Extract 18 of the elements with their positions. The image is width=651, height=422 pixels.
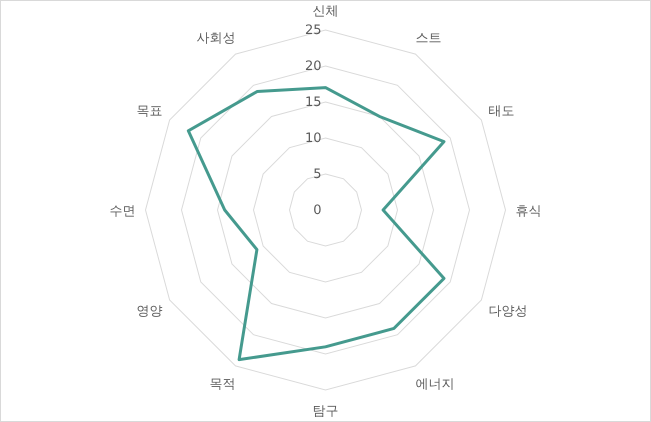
spoke-label: 탐구 (312, 404, 338, 419)
spoke-label: 신체 (312, 4, 338, 19)
spoke-label: 휴식 (516, 204, 542, 219)
spoke-label: 목표 (136, 104, 162, 119)
spoke-label: 사회성 (196, 30, 236, 46)
spoke-label: 태도 (488, 104, 515, 119)
y-tick-label: 0 (313, 203, 322, 218)
y-tick-label: 15 (304, 95, 322, 110)
y-tick-label: 10 (304, 131, 322, 146)
spoke-label: 목적 (210, 377, 236, 392)
spoke-label: 스트 (416, 30, 442, 46)
spoke-label: 수면 (110, 204, 136, 219)
spoke-label: 에너지 (416, 377, 454, 392)
y-tick-label: 25 (304, 23, 322, 38)
y-tick-label: 5 (313, 167, 322, 182)
y-tick-label: 20 (304, 59, 322, 74)
spoke-label: 영양 (136, 304, 162, 319)
spoke-label: 다양성 (488, 304, 528, 319)
